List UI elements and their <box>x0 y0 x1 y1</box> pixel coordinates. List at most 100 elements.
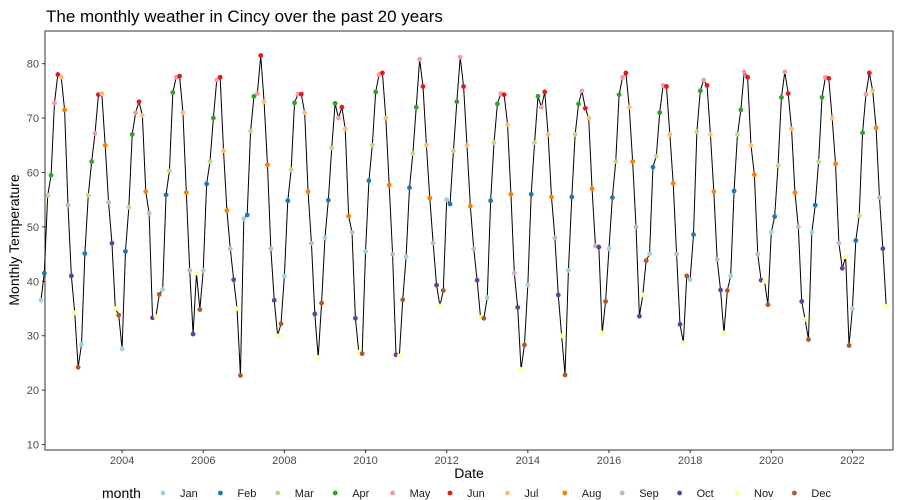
temperature-point <box>217 74 223 80</box>
temperature-point <box>437 303 443 309</box>
temperature-point <box>112 306 118 311</box>
legend-key <box>275 490 281 496</box>
temperature-point <box>637 313 642 319</box>
temperature-point <box>309 240 314 246</box>
temperature-point <box>38 297 44 303</box>
temperature-point <box>687 277 693 283</box>
temperature-point <box>231 277 237 283</box>
legend-key <box>332 490 338 496</box>
temperature-point <box>464 142 470 148</box>
temperature-point <box>366 178 372 184</box>
temperature-point <box>562 372 568 378</box>
temperature-point <box>322 235 328 241</box>
temperature-point <box>799 299 805 304</box>
temperature-point <box>329 145 335 151</box>
y-tick-label: 40 <box>27 276 39 288</box>
temperature-point <box>518 367 524 372</box>
chart-title: The monthly weather in Cincy over the pa… <box>46 7 443 26</box>
temperature-point <box>528 191 534 197</box>
temperature-point <box>812 202 818 208</box>
temperature-point <box>576 101 581 107</box>
temperature-point <box>82 251 88 256</box>
legend-label: Feb <box>237 488 256 500</box>
temperature-point <box>410 151 416 156</box>
temperature-point <box>227 246 233 252</box>
temperature-point <box>325 197 331 203</box>
temperature-point <box>691 232 696 237</box>
temperature-point <box>359 351 365 357</box>
temperature-point <box>346 213 352 219</box>
temperature-point <box>643 258 649 264</box>
temperature-point <box>261 99 267 105</box>
temperature-point <box>647 251 652 257</box>
temperature-point <box>413 104 419 110</box>
temperature-point <box>495 101 500 107</box>
temperature-point <box>187 268 193 273</box>
temperature-point <box>724 288 730 293</box>
legend-label: Oct <box>697 488 714 500</box>
temperature-point <box>315 355 321 360</box>
temperature-point <box>640 292 646 298</box>
temperature-point <box>383 115 389 121</box>
temperature-point <box>684 273 690 279</box>
temperature-point <box>454 99 460 105</box>
temperature-point <box>386 182 392 188</box>
temperature-point <box>846 343 852 348</box>
temperature-point <box>670 180 676 186</box>
temperature-point <box>708 131 713 137</box>
temperature-point <box>248 128 253 134</box>
temperature-point <box>481 315 487 321</box>
temperature-point <box>99 91 105 96</box>
temperature-point <box>596 244 602 250</box>
temperature-point <box>52 100 57 106</box>
temperature-point <box>349 229 355 235</box>
temperature-point <box>424 142 429 148</box>
temperature-point <box>417 56 423 62</box>
y-tick-label: 80 <box>27 59 39 71</box>
temperature-point <box>153 314 159 320</box>
temperature-point <box>677 321 683 327</box>
temperature-point <box>467 203 473 209</box>
temperature-point <box>572 131 578 137</box>
temperature-point <box>772 214 778 219</box>
temperature-point <box>177 73 182 79</box>
temperature-point <box>599 330 605 336</box>
temperature-point <box>667 131 673 137</box>
temperature-point <box>420 84 426 89</box>
temperature-point <box>532 140 537 145</box>
temperature-point <box>833 161 838 167</box>
temperature-point <box>224 208 230 213</box>
temperature-point <box>768 229 774 235</box>
temperature-point <box>603 299 608 304</box>
plot-panel <box>44 30 894 451</box>
temperature-point <box>75 364 81 370</box>
y-tick-label: 50 <box>27 222 39 234</box>
temperature-point <box>55 72 61 77</box>
temperature-point <box>505 122 510 127</box>
temperature-point <box>680 340 686 346</box>
x-tick-label: 2012 <box>434 455 458 467</box>
x-tick-label: 2014 <box>516 455 540 467</box>
temperature-point <box>116 312 122 318</box>
legend-label: Jan <box>180 488 198 500</box>
temperature-point <box>319 300 324 306</box>
temperature-point <box>792 190 798 196</box>
x-tick-label: 2016 <box>597 455 621 467</box>
temperature-point <box>829 115 835 121</box>
temperature-point <box>163 192 169 198</box>
temperature-point <box>877 195 882 200</box>
temperature-point <box>484 295 490 301</box>
temperature-point <box>295 91 301 97</box>
temperature-point <box>123 248 128 254</box>
temperature-point <box>241 216 247 222</box>
temperature-point <box>559 333 565 339</box>
temperature-point <box>194 270 199 276</box>
temperature-point <box>826 75 832 81</box>
temperature-point <box>271 297 277 303</box>
x-tick-label: 2008 <box>272 455 296 467</box>
temperature-point <box>143 189 149 194</box>
temperature-point <box>542 89 548 95</box>
temperature-point <box>170 90 176 95</box>
series-layer <box>38 53 889 378</box>
temperature-point <box>806 337 811 342</box>
